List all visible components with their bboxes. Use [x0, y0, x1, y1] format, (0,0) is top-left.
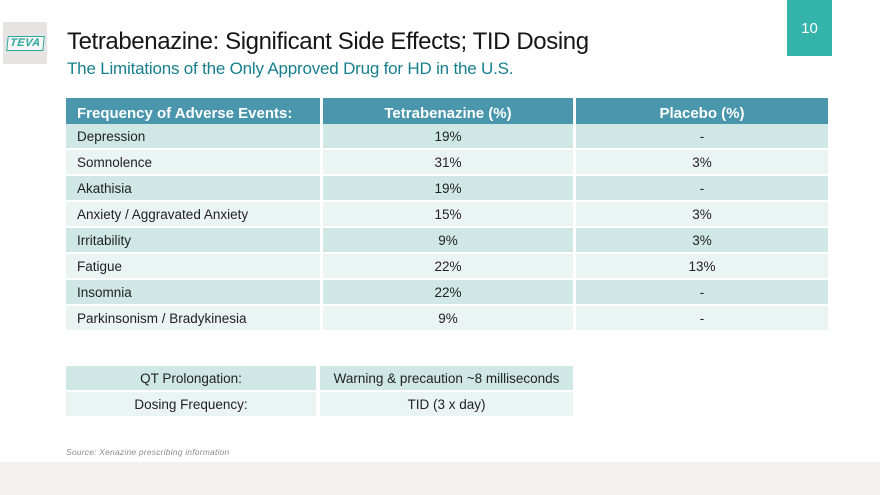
- detail-value: Warning & precaution ~8 milliseconds: [320, 366, 573, 390]
- tetrabenazine-value: 19%: [323, 176, 573, 200]
- tetrabenazine-value: 9%: [323, 228, 573, 252]
- tetrabenazine-value: 31%: [323, 150, 573, 174]
- page-number-box: 10: [787, 0, 832, 56]
- column-header-frequency: Frequency of Adverse Events:: [66, 98, 320, 129]
- placebo-value: 3%: [576, 228, 828, 252]
- event-name: Akathisia: [66, 176, 320, 200]
- detail-label: QT Prolongation:: [66, 366, 316, 390]
- placebo-value: 3%: [576, 150, 828, 174]
- tetrabenazine-value: 22%: [323, 280, 573, 304]
- placebo-value: 13%: [576, 254, 828, 278]
- event-name: Insomnia: [66, 280, 320, 304]
- teva-logo-text: TEVA: [5, 35, 45, 51]
- slide-subtitle: The Limitations of the Only Approved Dru…: [67, 59, 514, 78]
- placebo-value: -: [576, 176, 828, 200]
- placebo-value: 3%: [576, 202, 828, 226]
- event-name: Anxiety / Aggravated Anxiety: [66, 202, 320, 226]
- column-header-placebo: Placebo (%): [576, 98, 828, 129]
- slide-title: Tetrabenazine: Significant Side Effects;…: [67, 28, 589, 55]
- placebo-value: -: [576, 306, 828, 330]
- placebo-value: -: [576, 280, 828, 304]
- column-header-tetrabenazine: Tetrabenazine (%): [323, 98, 573, 129]
- teva-logo: TEVA: [3, 22, 47, 64]
- detail-value: TID (3 x day): [320, 392, 573, 416]
- tetrabenazine-value: 15%: [323, 202, 573, 226]
- adverse-events-table: Frequency of Adverse Events: Tetrabenazi…: [66, 98, 828, 330]
- event-name: Irritability: [66, 228, 320, 252]
- source-citation: Source: Xenazine prescribing information: [66, 447, 230, 457]
- tetrabenazine-value: 19%: [323, 124, 573, 148]
- dosing-details-table: QT Prolongation: Warning & precaution ~8…: [66, 366, 573, 416]
- event-name: Parkinsonism / Bradykinesia: [66, 306, 320, 330]
- event-name: Somnolence: [66, 150, 320, 174]
- detail-label: Dosing Frequency:: [66, 392, 316, 416]
- footer-band: [0, 462, 880, 495]
- tetrabenazine-value: 9%: [323, 306, 573, 330]
- placebo-value: -: [576, 124, 828, 148]
- page-number: 10: [801, 19, 818, 37]
- event-name: Fatigue: [66, 254, 320, 278]
- event-name: Depression: [66, 124, 320, 148]
- tetrabenazine-value: 22%: [323, 254, 573, 278]
